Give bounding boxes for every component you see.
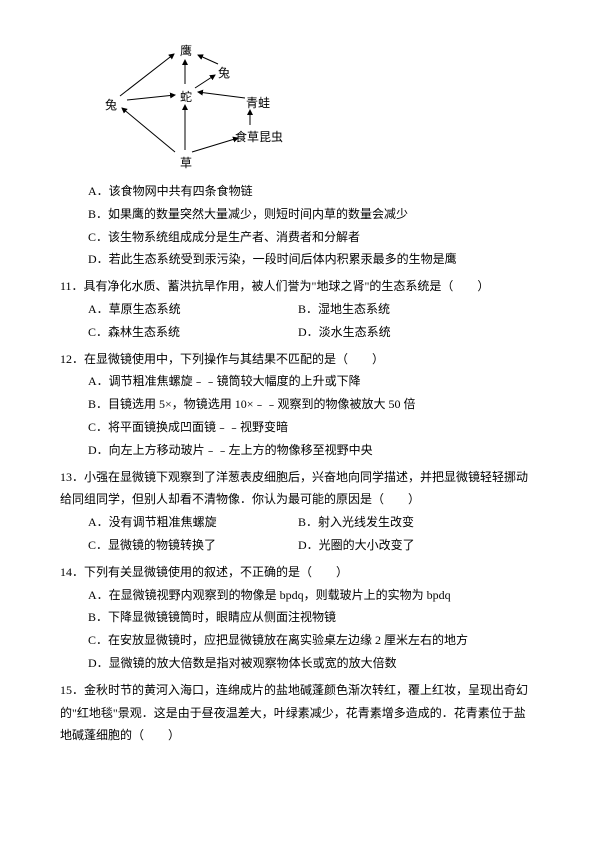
q14-opt-b: B．下降显微镜镜筒时，眼睛应从侧面注视物镜	[60, 606, 535, 629]
q13-stem: 13．小强在显微镜下观察到了洋葱表皮细胞后，兴奋地向同学描述，并把显微镜轻轻挪动…	[60, 466, 535, 512]
q10-opt-a: A．该食物网中共有四条食物链	[60, 180, 535, 203]
q14-stem: 14．下列有关显微镜使用的叙述，不正确的是（ ）	[60, 561, 535, 584]
q12-stem: 12．在显微镜使用中，下列操作与其结果不匹配的是（ ）	[60, 348, 535, 371]
q13-opt-d: D．光圈的大小改变了	[298, 534, 415, 557]
q12-opt-c: C．将平面镜换成凹面镜﹣﹣视野变暗	[60, 416, 535, 439]
q15-stem: 15．金秋时节的黄河入海口，连绵成片的盐地碱蓬颜色渐次转红，覆上红妆，呈现出奇幻…	[60, 679, 535, 747]
q13-opt-b: B．射入光线发生改变	[298, 511, 414, 534]
node-qingwa: 青蛙	[246, 92, 270, 115]
q10-opt-d: D．若此生态系统受到汞污染，一段时间后体内积累汞最多的生物是鹰	[60, 248, 535, 271]
food-web-diagram: 鹰 兔 蛇 青蛙 兔 食草昆虫 草	[90, 40, 310, 170]
q11-opt-c: C．森林生态系统	[88, 321, 298, 344]
q11-opt-a: A．草原生态系统	[88, 298, 298, 321]
q13-opt-a: A．没有调节粗准焦螺旋	[88, 511, 298, 534]
q11-stem: 11．具有净化水质、蓄洪抗旱作用，被人们誉为"地球之肾"的生态系统是（ ）	[60, 275, 535, 298]
q14-opt-a: A．在显微镜视野内观察到的物像是 bpdq，则载玻片上的实物为 bpdq	[60, 584, 535, 607]
q11-opt-b: B．湿地生态系统	[298, 298, 390, 321]
q11-opt-d: D．淡水生态系统	[298, 321, 391, 344]
q14-opt-c: C．在安放显微镜时，应把显微镜放在离实验桌左边缘 2 厘米左右的地方	[60, 629, 535, 652]
node-ying: 鹰	[180, 40, 192, 63]
node-tu2: 兔	[105, 94, 117, 117]
q12-opt-d: D．向左上方移动玻片﹣﹣左上方的物像移至视野中央	[60, 439, 535, 462]
node-tu: 兔	[218, 62, 230, 85]
q12-opt-b: B．目镜选用 5×，物镜选用 10×﹣﹣观察到的物像被放大 50 倍	[60, 393, 535, 416]
q12-opt-a: A．调节粗准焦螺旋﹣﹣镜筒较大幅度的上升或下降	[60, 370, 535, 393]
node-kunchong: 食草昆虫	[235, 126, 283, 149]
node-she: 蛇	[180, 86, 192, 109]
q13-opt-c: C．显微镜的物镜转换了	[88, 534, 298, 557]
q14-opt-d: D．显微镜的放大倍数是指对被观察物体长或宽的放大倍数	[60, 652, 535, 675]
node-cao: 草	[180, 152, 192, 175]
q10-opt-c: C．该生物系统组成成分是生产者、消费者和分解者	[60, 226, 535, 249]
q10-opt-b: B．如果鹰的数量突然大量减少，则短时间内草的数量会减少	[60, 203, 535, 226]
